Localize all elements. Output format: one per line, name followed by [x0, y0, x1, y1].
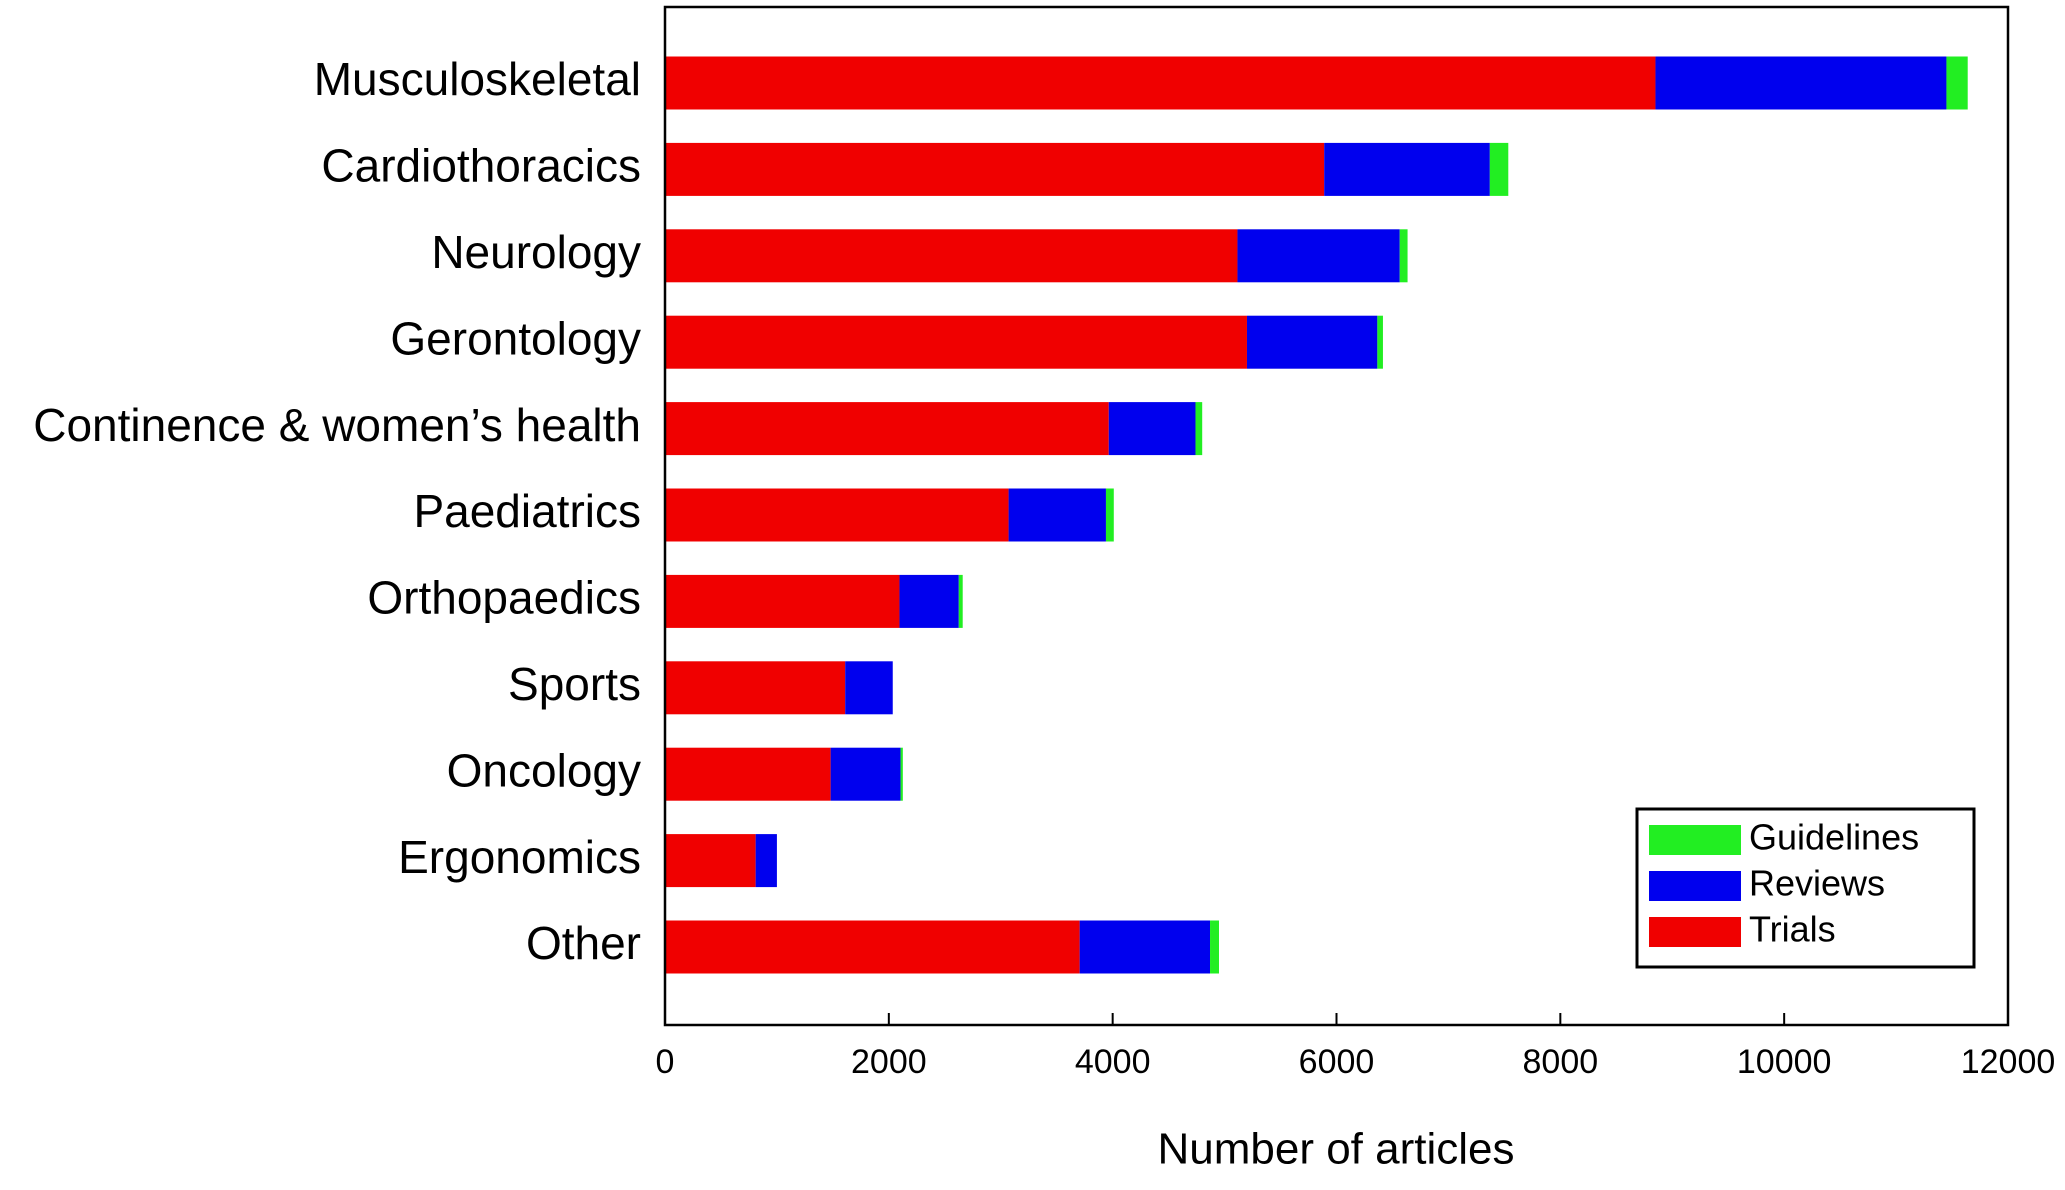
bar-segment — [1655, 56, 1947, 110]
bar-segment — [665, 574, 900, 628]
bar-segment — [665, 229, 1238, 283]
bar-segment — [665, 402, 1109, 456]
legend-swatch — [1649, 825, 1741, 855]
bar-segment — [1399, 229, 1408, 283]
y-tick-label: Cardiothoracics — [321, 140, 641, 192]
y-tick-label: Neurology — [431, 226, 641, 278]
x-tick-label: 0 — [656, 1043, 675, 1081]
x-tick-label: 4000 — [1075, 1043, 1151, 1081]
bar-segment — [1108, 402, 1196, 456]
y-tick-label: Sports — [508, 658, 641, 710]
bar-segment — [830, 747, 901, 801]
legend-label: Guidelines — [1749, 817, 1919, 858]
bar-segment — [900, 747, 903, 801]
bar-segment — [665, 315, 1247, 369]
bar-segment — [845, 661, 893, 715]
y-tick-label: Oncology — [447, 744, 641, 796]
x-tick-label: 2000 — [851, 1043, 927, 1081]
bar-segment — [665, 747, 831, 801]
bar-segment — [899, 574, 959, 628]
x-tick-label: 6000 — [1299, 1043, 1375, 1081]
bar-segment — [665, 834, 756, 888]
y-tick-label: Orthopaedics — [367, 572, 641, 624]
y-tick-label: Other — [526, 917, 641, 969]
bar-segment — [755, 834, 777, 888]
bar-segment — [1079, 920, 1211, 974]
y-tick-label: Continence & women’s health — [33, 399, 641, 451]
bar-segment — [958, 574, 963, 628]
bar-segment — [1237, 229, 1400, 283]
legend-swatch — [1649, 871, 1741, 901]
bar-segment — [665, 56, 1656, 110]
legend-label: Reviews — [1749, 863, 1885, 904]
legend-label: Trials — [1749, 909, 1836, 950]
x-tick-label: 8000 — [1523, 1043, 1599, 1081]
bar-segment — [1377, 315, 1383, 369]
bar-segment — [665, 488, 1009, 542]
x-tick-label: 12000 — [1961, 1043, 2056, 1081]
bar-segment — [1489, 142, 1509, 196]
bar-segment — [665, 142, 1325, 196]
bar-segment — [1195, 402, 1203, 456]
bar-segment — [1324, 142, 1490, 196]
y-tick-label: Gerontology — [390, 312, 641, 364]
legend-swatch — [1649, 917, 1741, 947]
x-tick-label: 10000 — [1737, 1043, 1832, 1081]
bar-segment — [1008, 488, 1106, 542]
bar-segment — [665, 661, 846, 715]
bar-segment — [1210, 920, 1219, 974]
x-axis-label: Number of articles — [1157, 1125, 1514, 1174]
bar-segment — [1246, 315, 1378, 369]
y-tick-label: Paediatrics — [413, 485, 641, 537]
y-tick-label: Ergonomics — [398, 831, 641, 883]
bar-segment — [1105, 488, 1114, 542]
bar-segment — [1946, 56, 1968, 110]
y-tick-label: Musculoskeletal — [314, 53, 641, 105]
bar-segment — [665, 920, 1080, 974]
